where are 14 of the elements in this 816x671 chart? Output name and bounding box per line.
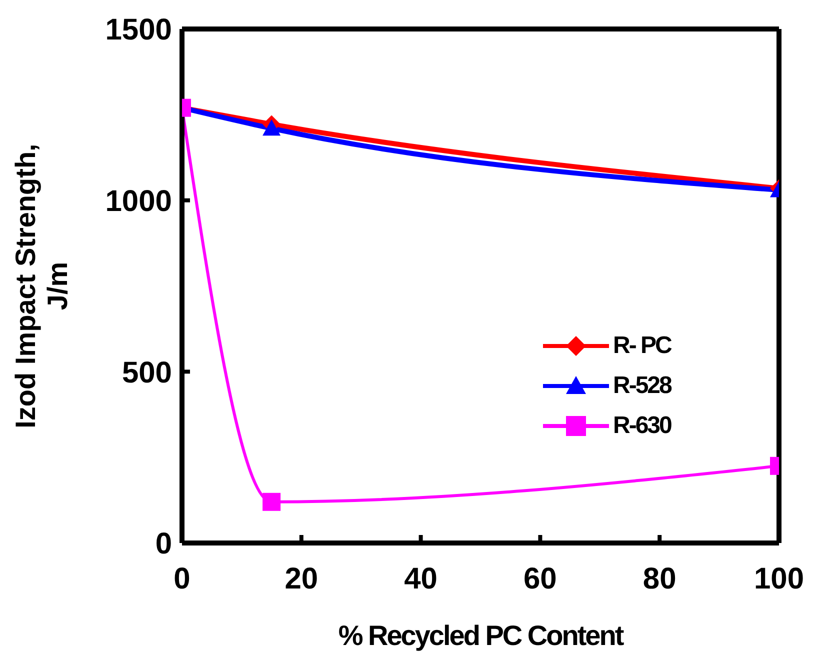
y-tick-label: 500 (122, 356, 172, 390)
y-tick-label: 1000 (105, 184, 172, 218)
x-tick-label: 100 (754, 562, 804, 596)
y-tick-label: 1500 (105, 14, 172, 47)
x-tick-label: 40 (404, 562, 438, 596)
y-axis-title: Izod Impact Strength, J/m (10, 144, 73, 428)
y-tick-label: 0 (155, 528, 172, 561)
legend-label: R-630 (613, 412, 671, 440)
legend-label: R-528 (613, 372, 671, 400)
x-axis-title: % Recycled PC Content (338, 620, 624, 651)
x-tick-label: 60 (524, 562, 557, 596)
legend-label: R- PC (613, 332, 671, 360)
x-tick-label: 20 (284, 562, 318, 596)
x-tick-label: 80 (642, 562, 676, 596)
